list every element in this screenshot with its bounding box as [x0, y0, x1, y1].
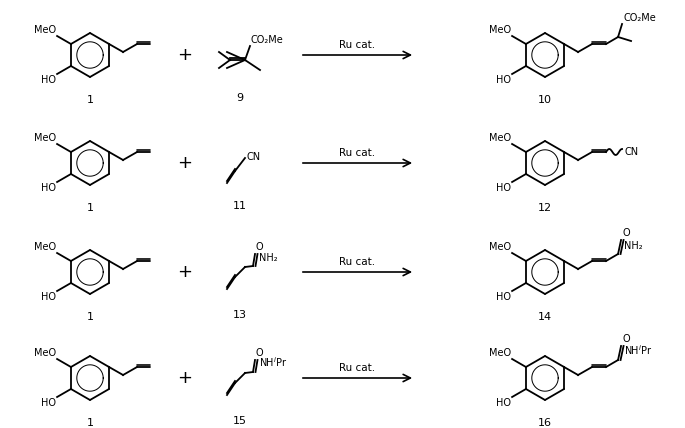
Text: MeO: MeO	[489, 133, 511, 143]
Text: NH₂: NH₂	[624, 241, 643, 251]
Text: Ru cat.: Ru cat.	[340, 363, 375, 373]
Text: MeO: MeO	[489, 348, 511, 358]
Text: MeO: MeO	[34, 25, 56, 35]
Text: +: +	[177, 369, 192, 387]
Text: 16: 16	[538, 418, 552, 428]
Text: O: O	[256, 242, 264, 252]
Text: O: O	[622, 334, 630, 344]
Text: MeO: MeO	[489, 242, 511, 252]
Text: NH$^i$Pr: NH$^i$Pr	[624, 343, 653, 357]
Text: 1: 1	[86, 418, 93, 428]
Text: 1: 1	[86, 312, 93, 322]
Text: 14: 14	[538, 312, 552, 322]
Text: CN: CN	[247, 152, 261, 162]
Text: HO: HO	[496, 292, 511, 302]
Text: CN: CN	[624, 147, 638, 157]
Text: +: +	[177, 263, 192, 281]
Text: NH$^i$Pr: NH$^i$Pr	[259, 355, 288, 369]
Text: MeO: MeO	[489, 25, 511, 35]
Text: NH₂: NH₂	[259, 253, 277, 263]
Text: HO: HO	[496, 398, 511, 408]
Text: 15: 15	[233, 416, 247, 426]
Text: MeO: MeO	[34, 133, 56, 143]
Text: 1: 1	[86, 203, 93, 213]
Text: HO: HO	[41, 398, 56, 408]
Text: HO: HO	[41, 75, 56, 85]
Text: Ru cat.: Ru cat.	[340, 148, 375, 158]
Text: Ru cat.: Ru cat.	[340, 40, 375, 50]
Text: +: +	[177, 46, 192, 64]
Text: O: O	[256, 348, 264, 358]
Text: MeO: MeO	[34, 348, 56, 358]
Text: HO: HO	[496, 183, 511, 193]
Text: HO: HO	[41, 292, 56, 302]
Text: O: O	[622, 228, 630, 238]
Text: CO₂Me: CO₂Me	[623, 13, 656, 23]
Text: Ru cat.: Ru cat.	[340, 257, 375, 267]
Text: 1: 1	[86, 95, 93, 105]
Text: 11: 11	[233, 201, 247, 211]
Text: MeO: MeO	[34, 242, 56, 252]
Text: 12: 12	[538, 203, 552, 213]
Text: HO: HO	[496, 75, 511, 85]
Text: HO: HO	[41, 183, 56, 193]
Text: 13: 13	[233, 310, 247, 320]
Text: +: +	[177, 154, 192, 172]
Text: 10: 10	[538, 95, 552, 105]
Text: 9: 9	[236, 93, 244, 103]
Text: CO₂Me: CO₂Me	[251, 35, 284, 45]
